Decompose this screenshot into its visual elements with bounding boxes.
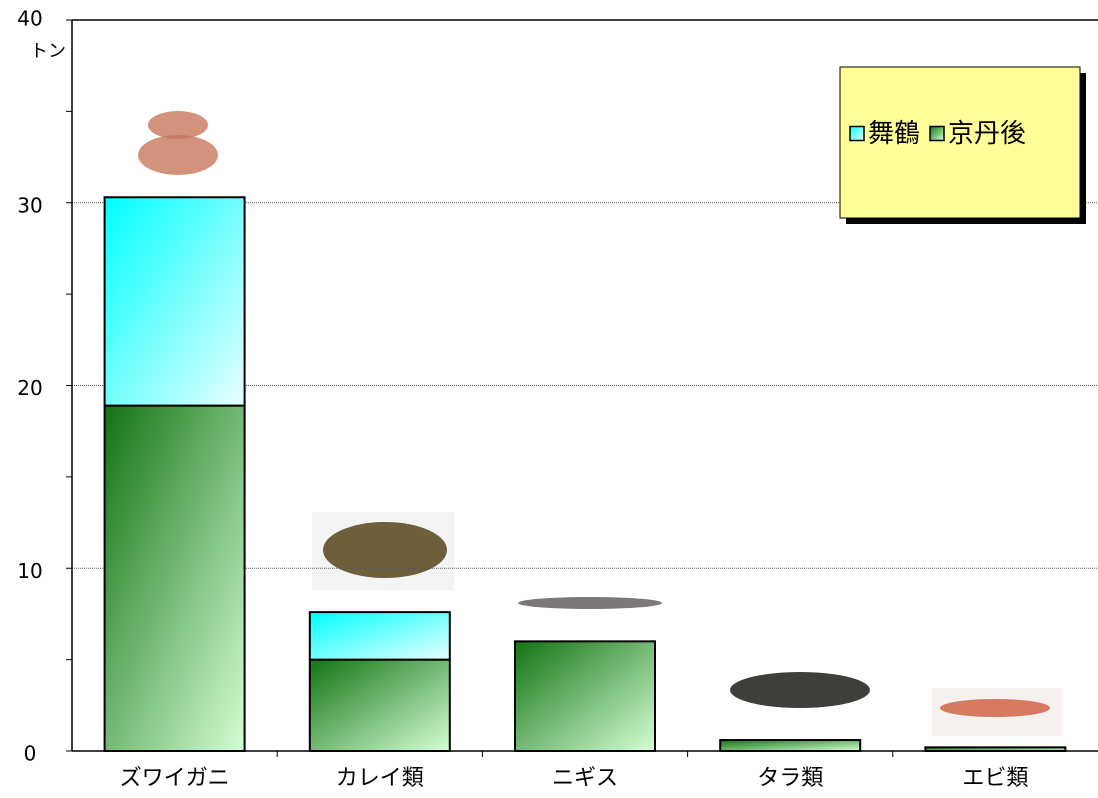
- bar-segment: [103, 404, 246, 752]
- bar-segment: [308, 658, 451, 752]
- y-tick-label: 0: [24, 742, 37, 766]
- y-tick-label: 10: [17, 559, 42, 583]
- bar-segment: [308, 611, 451, 661]
- legend-swatch: [929, 125, 945, 142]
- bar-segment: [719, 739, 862, 752]
- bar-segment: [103, 196, 246, 407]
- x-tick-label: カレイ類: [336, 766, 424, 791]
- decorations: [138, 111, 1062, 736]
- y-tick-label: 40: [17, 7, 42, 31]
- y-axis-label: トン: [30, 41, 66, 62]
- legend-box: [839, 66, 1081, 219]
- x-tick-label: ズワイガニ: [120, 766, 230, 791]
- legend-swatch: [849, 125, 865, 142]
- y-tick-label: 20: [17, 376, 42, 400]
- legend-label: 京丹後: [948, 119, 1026, 149]
- x-tick-label: タラ類: [757, 766, 823, 791]
- legend-label: 舞鶴: [868, 119, 920, 149]
- x-tick-label: エビ類: [962, 766, 1028, 791]
- x-tick-label: ニギス: [552, 766, 618, 791]
- y-tick-label: 30: [17, 193, 42, 217]
- bar-segment: [514, 640, 656, 752]
